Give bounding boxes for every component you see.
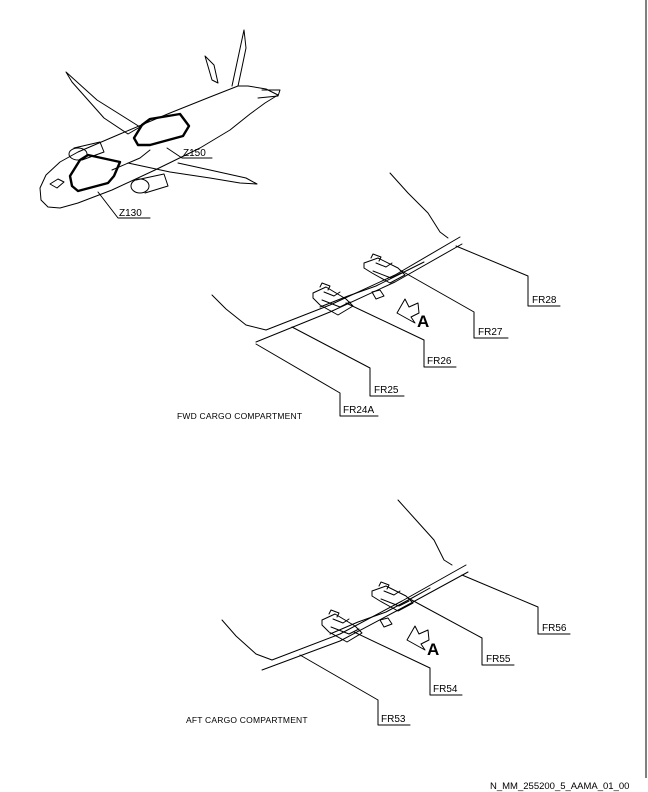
zone-label-z130: Z130: [119, 208, 142, 219]
view-arrow-icon: [396, 298, 420, 324]
document-reference: N_MM_255200_5_AAMA_01_00: [490, 781, 629, 792]
fr28-leader: [455, 245, 561, 307]
fwd-fitting-2: [363, 253, 406, 284]
fr54-leader: [353, 631, 463, 696]
fr24a-leader: [255, 343, 379, 417]
aft-fitting-2: [371, 581, 414, 612]
frame-label-fr25: FR25: [374, 385, 399, 396]
aircraft-drawing: [39, 29, 281, 219]
aft-cargo-zone-outline: [132, 112, 191, 147]
z130-leader: [97, 191, 151, 219]
fr25-leader: [291, 326, 405, 397]
frame-label-fr24a: FR24A: [343, 405, 374, 416]
fwd-compartment-drawing: [211, 172, 561, 417]
aft-fitting-1: [321, 609, 363, 643]
frame-label-fr26: FR26: [427, 356, 452, 367]
frame-label-fr27: FR27: [478, 327, 503, 338]
z150-leader: [166, 147, 213, 159]
fwd-cargo-zone-outline: [68, 153, 122, 193]
fr26-leader: [345, 302, 457, 368]
fr53-leader: [299, 654, 411, 726]
frame-label-fr54: FR54: [433, 684, 458, 695]
fr27-leader: [399, 269, 509, 339]
aft-compartment-caption: AFT CARGO COMPARTMENT: [186, 715, 308, 725]
frame-label-fr28: FR28: [532, 295, 557, 306]
frame-label-fr53: FR53: [381, 714, 406, 725]
frame-label-fr56: FR56: [542, 623, 567, 634]
zone-label-z150: Z150: [183, 148, 206, 159]
aft-compartment-drawing: [221, 499, 571, 726]
fwd-view-label: A: [417, 312, 429, 331]
fr55-leader: [407, 597, 515, 666]
view-arrow-icon: [406, 625, 430, 651]
fwd-compartment-caption: FWD CARGO COMPARTMENT: [177, 411, 302, 421]
aft-view-label: A: [427, 640, 439, 659]
fr56-leader: [461, 574, 571, 635]
frame-label-fr55: FR55: [486, 654, 511, 665]
